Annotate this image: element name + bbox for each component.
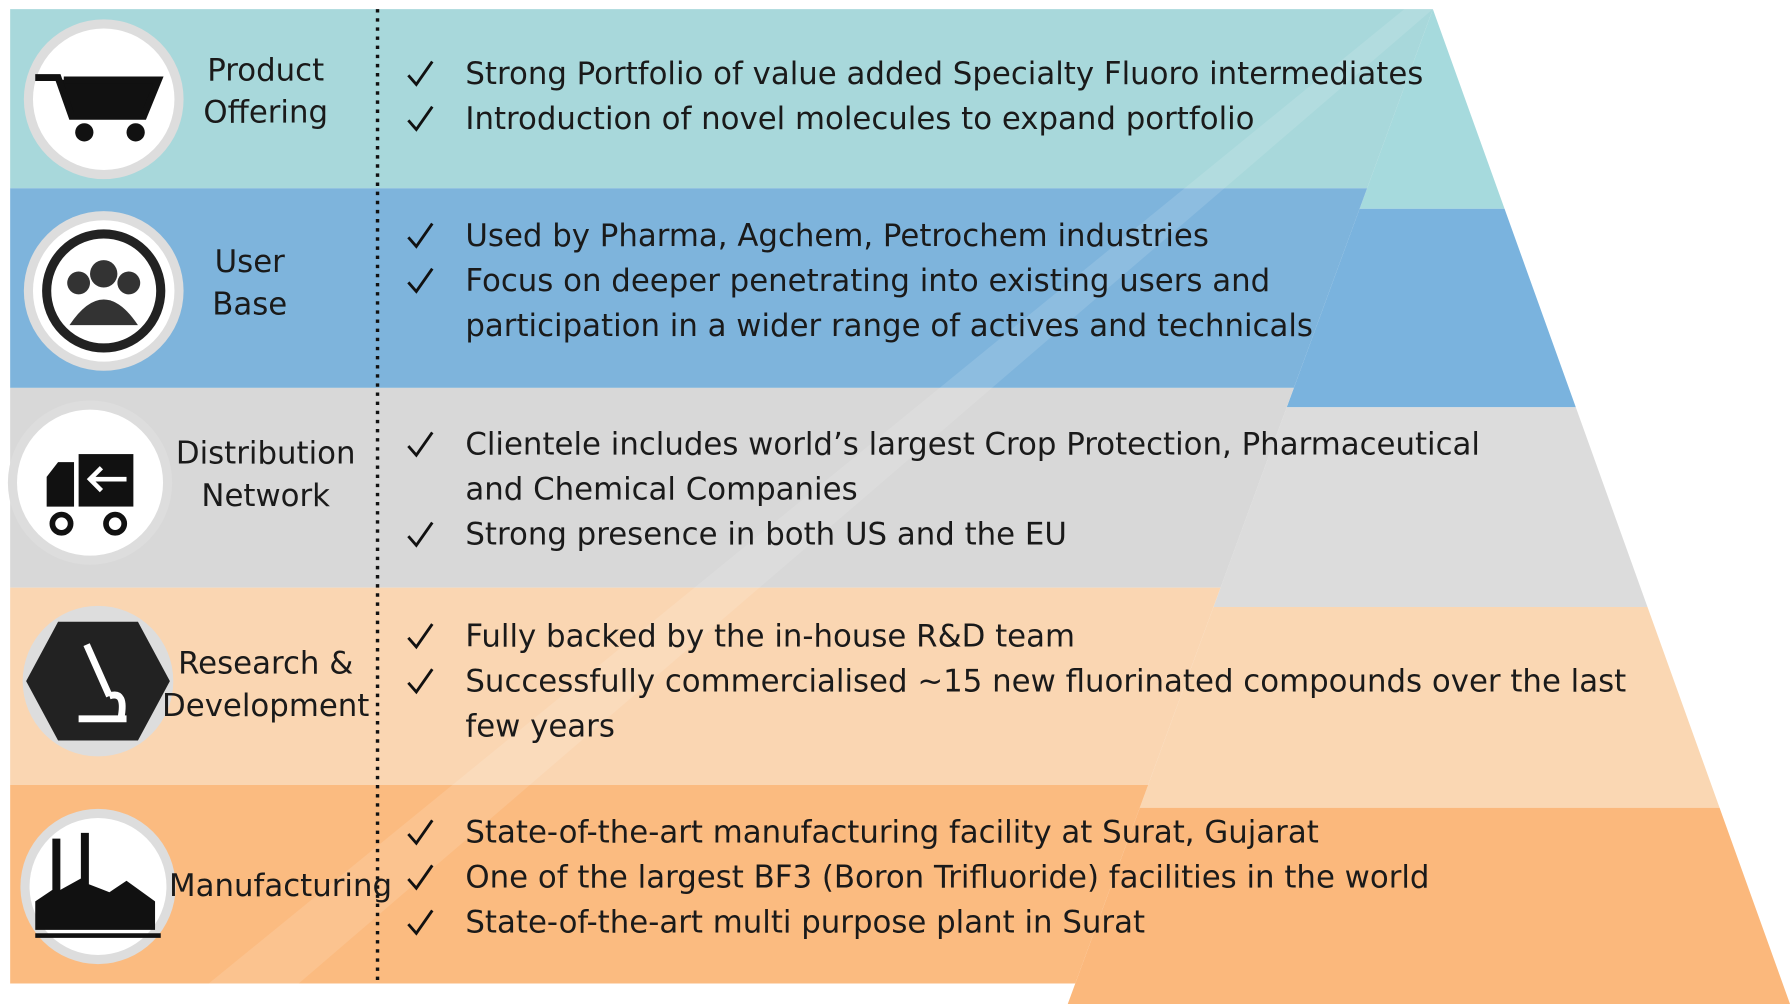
microscope-icon <box>22 605 174 757</box>
bullet-text: State-of-the-art multi purpose plant in … <box>465 905 1145 941</box>
icons <box>7 19 184 965</box>
bullet-text: participation in a wider range of active… <box>465 308 1313 344</box>
row-label: Research & <box>178 646 353 682</box>
checkmark <box>407 864 434 891</box>
checkmark <box>407 819 434 846</box>
row-label: Network <box>201 478 330 514</box>
bullet-text: Successfully commercialised ~15 new fluo… <box>465 663 1626 699</box>
row-label: Product <box>207 52 324 88</box>
bullet-text: and Chemical Companies <box>465 472 857 508</box>
bullet-text: few years <box>465 708 615 744</box>
users-icon <box>23 211 184 371</box>
pyramid-band <box>1286 208 1576 408</box>
row-label: User <box>215 244 286 280</box>
pyramid-band <box>1067 807 1791 1004</box>
bullet-text: Clientele includes world’s largest Crop … <box>465 427 1480 463</box>
row-band <box>10 9 1433 189</box>
cart-icon <box>23 19 184 180</box>
checkmark <box>407 668 434 695</box>
row-label: Offering <box>203 95 328 131</box>
bullet-text: Strong presence in both US and the EU <box>465 517 1067 553</box>
checkmark <box>407 222 434 249</box>
checkmark <box>407 60 434 87</box>
background <box>10 9 1791 1004</box>
checkmark <box>407 267 434 294</box>
checkmark <box>407 909 434 936</box>
bullet-text: Introduction of novel molecules to expan… <box>465 101 1254 137</box>
row-label: Development <box>162 688 369 724</box>
bullet-text: Strong Portfolio of value added Specialt… <box>465 56 1423 92</box>
highlight <box>183 9 1433 1004</box>
checkmark <box>407 105 434 132</box>
row-band <box>10 587 1221 785</box>
row-label: Distribution <box>176 436 356 472</box>
bullet-text: State-of-the-art manufacturing facility … <box>465 815 1318 851</box>
factory-icon <box>20 808 176 965</box>
row-label: Manufacturing <box>169 868 392 904</box>
bullet-text: Used by Pharma, Agchem, Petrochem indust… <box>465 218 1209 254</box>
bullet-text: One of the largest BF3 (Boron Trifluorid… <box>465 860 1429 896</box>
row-label: Base <box>212 286 287 322</box>
truck-icon <box>7 400 173 565</box>
pyramid-band <box>1139 606 1720 808</box>
bullet-text: Fully backed by the in-house R&D team <box>465 618 1075 654</box>
texts: Product Offering Strong Portfolio of value… <box>162 52 1626 940</box>
row-band <box>10 188 1368 388</box>
pyramid-band <box>1213 407 1648 607</box>
bullet-text: Focus on deeper penetrating into existin… <box>465 263 1270 299</box>
row-band <box>10 784 1149 984</box>
row-band <box>10 387 1294 588</box>
checkmark <box>407 623 434 650</box>
checkmark <box>407 431 434 458</box>
pyramid-band <box>1359 9 1505 209</box>
checkmark <box>407 521 434 548</box>
